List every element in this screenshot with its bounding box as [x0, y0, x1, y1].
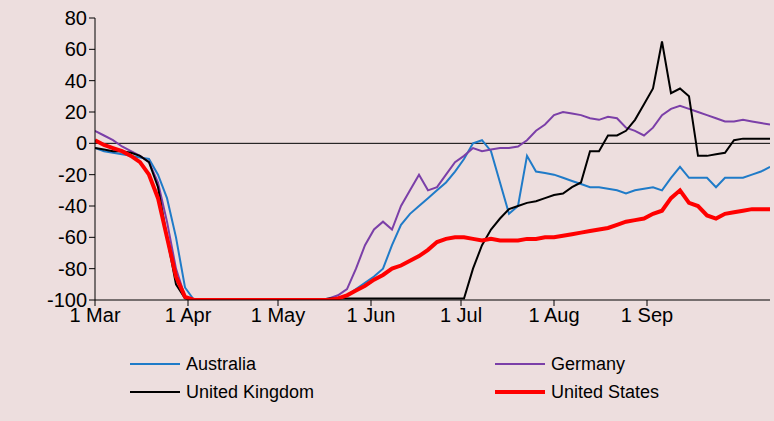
- html-text:Germany: Germany: [551, 353, 625, 374]
- html-text:Australia: Australia: [186, 353, 256, 374]
- svg-text:1 Sep: 1 Sep: [621, 304, 673, 326]
- svg-text:60: 60: [65, 38, 87, 60]
- svg-text:1 May: 1 May: [251, 304, 305, 326]
- svg-text:-40: -40: [58, 195, 87, 217]
- svg-text:-100: -100: [47, 289, 87, 311]
- svg-text:1 Apr: 1 Apr: [165, 304, 212, 326]
- html-text:United Kingdom: United Kingdom: [186, 381, 315, 402]
- svg-text:40: 40: [65, 70, 87, 92]
- svg-text:0: 0: [76, 132, 87, 154]
- svg-text:-60: -60: [58, 226, 87, 248]
- svg-text:1 Jul: 1 Jul: [440, 304, 482, 326]
- svg-text:-20: -20: [58, 164, 87, 186]
- svg-text:-80: -80: [58, 258, 87, 280]
- svg-text:1 Aug: 1 Aug: [528, 304, 579, 326]
- svg-text:1 Jun: 1 Jun: [347, 304, 396, 326]
- svg-text:1 Mar: 1 Mar: [69, 304, 121, 327]
- html-text:United States: United States: [551, 381, 660, 402]
- svg-text:80: 80: [65, 7, 87, 29]
- svg-text:20: 20: [65, 101, 87, 123]
